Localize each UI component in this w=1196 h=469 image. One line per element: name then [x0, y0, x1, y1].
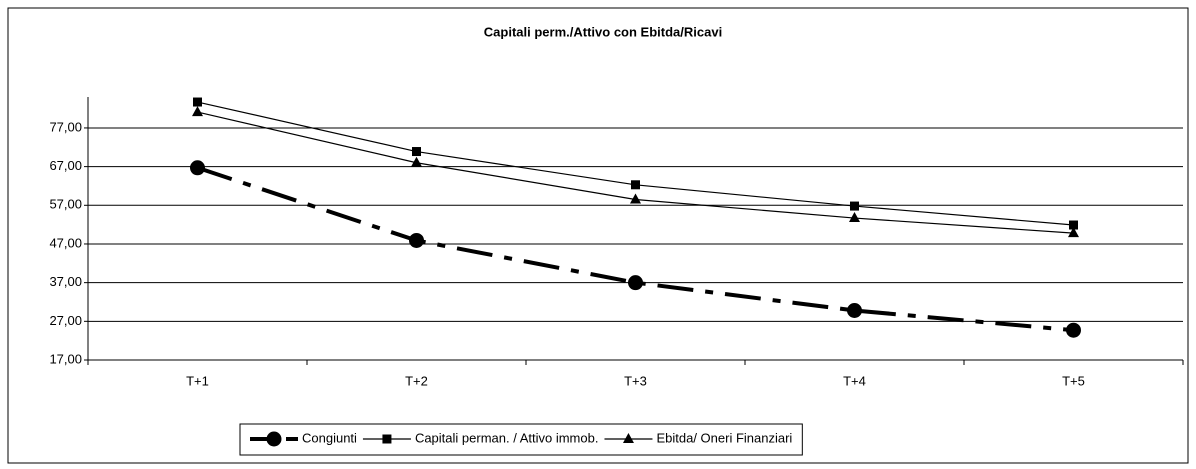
marker: [847, 302, 862, 318]
marker: [849, 212, 860, 223]
chart-title: Capitali perm./Attivo con Ebitda/Ricavi: [484, 24, 722, 39]
marker: [409, 232, 424, 248]
marker: [192, 106, 203, 117]
legend-label: Ebitda/ Oneri Finanziari: [656, 430, 792, 445]
marker: [190, 160, 205, 176]
x-tick-label: T+3: [624, 373, 647, 388]
marker: [193, 97, 202, 107]
legend-label: Capitali perman. / Attivo immob.: [415, 430, 599, 445]
x-tick-label: T+2: [405, 373, 428, 388]
marker: [412, 147, 421, 157]
marker: [411, 156, 422, 167]
marker: [628, 275, 643, 291]
x-tick-label: T+5: [1062, 373, 1085, 388]
series-line: [196, 165, 1074, 333]
y-tick-label: 57,00: [49, 197, 82, 212]
legend-label: Congiunti: [302, 430, 357, 445]
y-tick-label: 17,00: [49, 351, 82, 366]
marker: [1068, 227, 1079, 238]
y-tick-label: 27,00: [49, 313, 82, 328]
y-tick-label: 37,00: [49, 274, 82, 289]
marker: [382, 434, 392, 444]
marker: [631, 180, 640, 190]
x-tick-label: T+1: [186, 373, 209, 388]
y-tick-label: 77,00: [49, 119, 82, 134]
legend: Congiunti Capitali perman. / Attivo immob…: [239, 423, 803, 456]
y-tick-label: 67,00: [49, 158, 82, 173]
marker: [266, 431, 282, 447]
marker: [1069, 220, 1078, 230]
marker: [630, 193, 641, 204]
marker: [1066, 322, 1081, 338]
legend-box: [239, 423, 803, 456]
x-tick-label: T+4: [843, 373, 866, 388]
marker: [850, 201, 859, 211]
y-tick-label: 47,00: [49, 235, 82, 250]
marker: [622, 433, 634, 443]
chart-border: [7, 7, 1189, 464]
